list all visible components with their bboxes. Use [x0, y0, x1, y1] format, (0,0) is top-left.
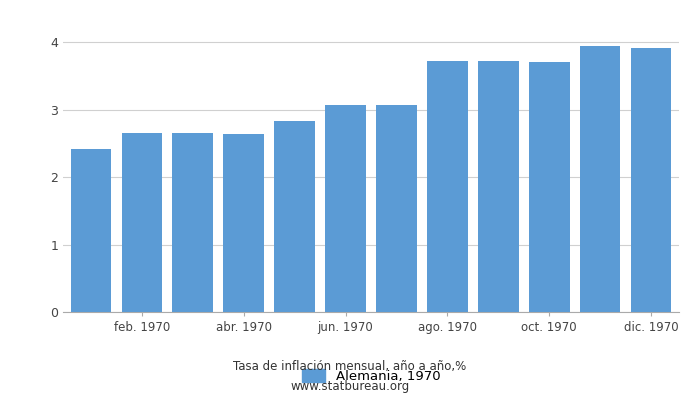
Bar — [376, 105, 416, 312]
Bar — [528, 62, 570, 312]
Text: www.statbureau.org: www.statbureau.org — [290, 380, 410, 393]
Bar — [172, 132, 214, 312]
Bar — [478, 61, 519, 312]
Bar — [274, 121, 315, 312]
Bar — [427, 61, 468, 312]
Bar — [223, 134, 264, 312]
Bar — [326, 105, 366, 312]
Text: Tasa de inflación mensual, año a año,%: Tasa de inflación mensual, año a año,% — [233, 360, 467, 373]
Bar — [580, 46, 620, 312]
Bar — [122, 132, 162, 312]
Bar — [631, 48, 671, 312]
Bar — [71, 149, 111, 312]
Legend: Alemania, 1970: Alemania, 1970 — [302, 369, 440, 383]
